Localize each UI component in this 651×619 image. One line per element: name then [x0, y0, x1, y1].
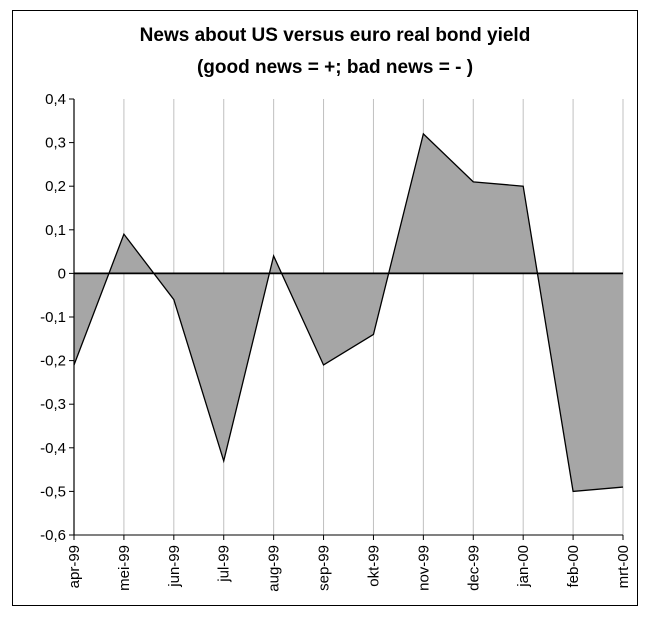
x-tick-label: okt-99: [365, 545, 382, 587]
y-tick-label: 0,2: [45, 178, 66, 195]
x-tick-label: feb-00: [565, 545, 582, 588]
x-tick-label: dec-99: [465, 545, 482, 591]
x-tick-label: sep-99: [316, 545, 333, 591]
x-tick-label: jun-99: [166, 545, 183, 588]
y-tick-label: -0,2: [40, 353, 66, 370]
chart-title: News about US versus euro real bond yiel…: [140, 25, 531, 46]
y-tick-labels: 0,4 0,3 0,2 0,1 0 -0,1 -0,2 -0,3 -0,4 -0,5 -0,6: [40, 91, 74, 544]
x-tick-label: aug-99: [266, 545, 283, 592]
x-tick-label: mrt-00: [615, 545, 632, 588]
series-line: [73, 132, 624, 493]
y-tick-label: 0: [58, 265, 66, 282]
x-tick-label: mei-99: [116, 545, 133, 591]
y-tick-label: -0,4: [40, 440, 66, 457]
x-tick-labels: apr-99 mei-99 jun-99 jul-99 aug-99 sep-99 okt-…: [66, 535, 632, 592]
area-layer: [73, 132, 624, 493]
y-tick-label: -0,3: [40, 396, 66, 413]
y-tick-label: 0,3: [45, 135, 66, 152]
y-tick-label: -0,1: [40, 309, 66, 326]
x-tick-label: jan-00: [515, 545, 532, 588]
y-tick-label: 0,1: [45, 222, 66, 239]
y-tick-label: -0,6: [40, 527, 66, 544]
series-area: [74, 133, 623, 492]
chart-subtitle: (good news = +; bad news = - ): [197, 57, 473, 78]
x-tick-label: jul-99: [216, 545, 233, 583]
x-tick-label: nov-99: [415, 545, 432, 591]
x-tick-label: apr-99: [66, 545, 83, 588]
y-tick-label: 0,4: [45, 91, 66, 108]
y-tick-label: -0,5: [40, 483, 66, 500]
